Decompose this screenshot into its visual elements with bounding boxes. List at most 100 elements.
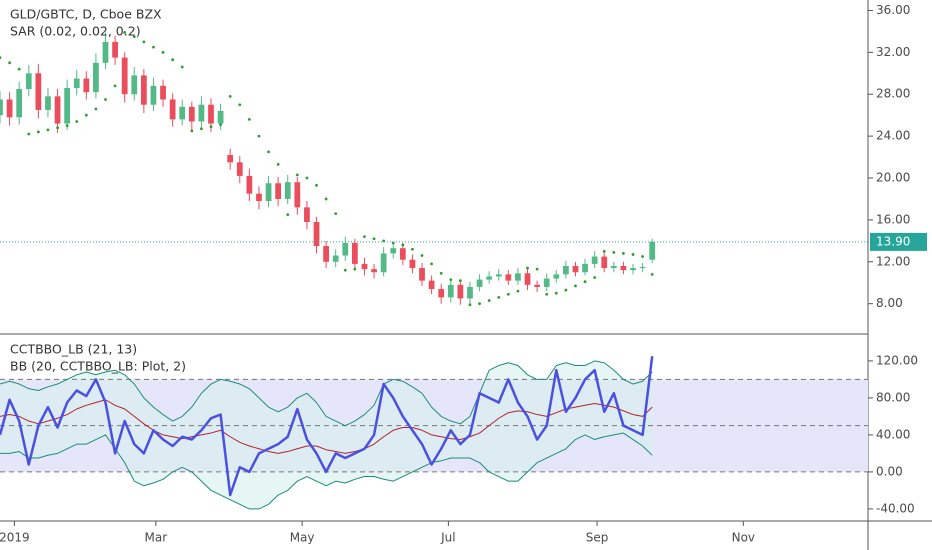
y-tick-label: 120.00: [876, 353, 918, 367]
sar-dot: [478, 302, 481, 306]
candle-body: [35, 73, 42, 110]
candle-body: [265, 183, 272, 202]
candle-body: [169, 99, 176, 120]
candle-body: [409, 259, 416, 269]
candle-body: [486, 276, 493, 280]
series-line: [0, 432, 653, 510]
sar-dot: [94, 107, 98, 111]
candle-body: [236, 162, 243, 176]
sar-dot: [334, 212, 338, 216]
sar-dot: [631, 253, 635, 256]
candle-body: [390, 248, 397, 254]
y-tick-label: 8.00: [876, 296, 903, 310]
candle-body: [351, 242, 358, 264]
candle-body: [380, 253, 387, 273]
candle-body: [0, 99, 3, 116]
chart-title: GLD/GBTC, D, Cboe BZX: [10, 7, 162, 22]
sar-dot: [238, 103, 242, 107]
sar-dot: [305, 176, 309, 180]
sar-dot: [458, 279, 462, 283]
candle-body: [83, 78, 90, 93]
sar-dot: [545, 292, 549, 296]
indicator-label: SAR (0.02, 0.02, 0.2): [10, 24, 141, 39]
candle-body: [553, 274, 560, 279]
series-line: [0, 360, 653, 427]
sar-dot: [315, 183, 318, 187]
sar-dot: [602, 249, 606, 253]
y-tick-label: 20.00: [876, 171, 910, 185]
sar-dot: [535, 267, 539, 271]
candle-body: [610, 265, 617, 269]
sar-dot: [171, 58, 175, 62]
y-tick-label: -40.00: [876, 501, 915, 515]
candle-body: [112, 41, 118, 58]
candle-body: [361, 263, 368, 270]
sar-dot: [353, 267, 357, 271]
y-tick-label: 32.00: [876, 45, 910, 59]
candle-body: [217, 111, 224, 124]
candle-body: [399, 248, 406, 260]
sar-dot: [343, 268, 347, 272]
candle-body: [275, 183, 282, 199]
last-price-label: 13.90: [876, 234, 910, 248]
candle-body: [64, 87, 71, 124]
y-tick-label: 16.00: [876, 212, 910, 226]
sar-dot: [267, 150, 270, 154]
oscillator-pane: -40.00 0.00 40.00 80.00 120.00: [0, 353, 918, 515]
candle-body: [121, 57, 128, 95]
sar-dot: [516, 289, 520, 293]
x-tick-label: Sep: [586, 531, 609, 545]
sar-dot: [27, 132, 31, 136]
x-tick-label: Jul: [440, 531, 455, 545]
candle-body: [630, 268, 636, 271]
sar-dot: [8, 61, 11, 65]
candle-body: [467, 286, 473, 299]
sar-dot: [449, 278, 453, 281]
candle-body: [25, 73, 32, 90]
candle-body: [649, 241, 656, 260]
sar-dot: [152, 45, 155, 49]
y-tick-label: 28.00: [876, 87, 910, 101]
sar-dot: [401, 243, 405, 247]
sar-dot: [257, 134, 261, 138]
sar-dot: [363, 235, 366, 239]
series-line: [0, 356, 654, 497]
sar-dot: [622, 252, 625, 255]
x-tick-label: 2019: [0, 531, 30, 545]
candle-body: [45, 96, 51, 110]
sar-dot: [65, 124, 69, 128]
sar-dot: [113, 84, 117, 88]
candle-body: [371, 269, 377, 273]
y-tick-label: 80.00: [876, 390, 910, 404]
candle-body: [304, 207, 310, 222]
sar-dot: [295, 173, 299, 177]
candle-body: [457, 284, 464, 299]
sar-dot: [219, 123, 222, 127]
candle-body: [476, 279, 483, 287]
candle-body: [524, 273, 531, 285]
sar-dot: [190, 129, 194, 133]
sar-dot: [411, 247, 414, 251]
sar-dot: [526, 266, 529, 270]
candle-body: [73, 78, 80, 88]
sar-dot: [506, 292, 510, 296]
sar-dot: [180, 65, 184, 69]
sar-dot: [286, 213, 290, 217]
candle-body: [6, 99, 13, 118]
sar-dot: [123, 31, 127, 34]
x-tick-label: Nov: [732, 531, 755, 545]
oscillator-title: CCTBBO_LB (21, 13): [10, 342, 137, 357]
sar-dot: [641, 255, 645, 258]
candle-body: [131, 75, 138, 95]
x-tick-label: May: [290, 531, 315, 545]
sar-dot: [276, 163, 280, 166]
y-tick-label: 0.00: [876, 464, 903, 478]
candle-body: [323, 246, 329, 262]
candle-body: [572, 265, 579, 273]
last-price-box: [870, 232, 927, 251]
candle-body: [543, 278, 550, 287]
series-line: [0, 399, 653, 454]
sar-dot: [75, 120, 79, 123]
y-tick-label: 36.00: [876, 3, 910, 17]
sar-dot: [439, 271, 443, 275]
